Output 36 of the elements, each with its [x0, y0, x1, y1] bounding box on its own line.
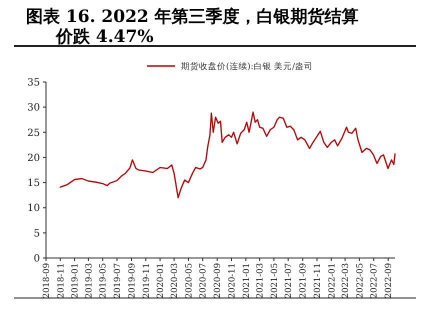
x-tick-label: 2021-09 [298, 263, 309, 298]
x-tick-label: 2019-03 [84, 263, 94, 298]
x-tick-label: 2019-07 [112, 263, 123, 298]
x-tick-label: 2018-11 [56, 263, 66, 298]
x-tick-label: 2022-09 [384, 263, 394, 298]
x-tick-label: 2020-11 [228, 263, 238, 298]
x-tick-label: 2021-05 [270, 263, 280, 298]
y-tick-label: 20 [27, 152, 40, 164]
y-tick-label: 25 [27, 128, 40, 139]
x-tick-label: 2020-03 [170, 263, 180, 298]
x-tick-label: 2020-07 [198, 263, 209, 298]
y-tick-label: 0 [34, 254, 40, 264]
x-tick-label: 2019-11 [142, 263, 152, 298]
y-tick-label: 10 [27, 203, 40, 214]
chart-title: 图表 16. 2022 年第三季度，白银期货结算价跌 4.47% [26, 7, 359, 47]
y-tick-label: 15 [27, 178, 40, 190]
x-tick-label: 2021-01 [242, 263, 252, 298]
x-tick-label: 2022-05 [355, 263, 366, 298]
x-tick-label: 2020-05 [184, 263, 194, 298]
x-tick-label: 2022-03 [341, 263, 352, 298]
x-tick-label: 2021-11 [313, 263, 323, 298]
legend-label: 期货收盘价(连续):白银 美元/盎司 [180, 61, 314, 72]
x-tick-label: 2019-01 [70, 263, 81, 298]
x-tick-label: 2020-01 [156, 263, 166, 298]
x-tick-label: 2019-05 [98, 263, 109, 298]
y-tick-label: 30 [27, 102, 40, 114]
x-tick-label: 2019-09 [127, 263, 138, 298]
y-tick-label: 35 [27, 78, 40, 88]
x-tick-label: 2020-09 [213, 263, 224, 298]
x-tick-label: 2021-07 [284, 263, 294, 298]
x-tick-label: 2018-09 [42, 263, 52, 298]
line-series [60, 112, 396, 198]
x-tick-label: 2022-01 [327, 263, 338, 298]
y-tick-label: 5 [34, 228, 40, 240]
x-tick-label: 2021-03 [256, 263, 266, 298]
x-tick-label: 2022-07 [370, 263, 380, 298]
